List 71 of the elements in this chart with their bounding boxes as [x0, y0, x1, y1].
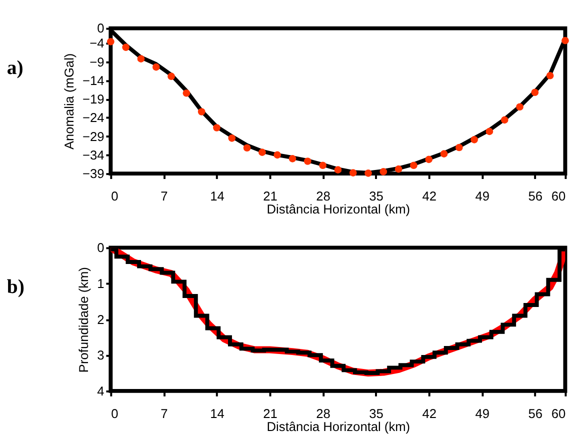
point — [243, 144, 251, 152]
x-tick-label: 35 — [369, 188, 384, 204]
y-tick-label: 0 — [97, 240, 104, 256]
x-axis-title: Distância Horizontal (km) — [266, 202, 410, 217]
point — [228, 134, 236, 142]
x-tick-label: 7 — [160, 406, 168, 422]
point — [470, 136, 478, 144]
y-tick-label: −29 — [82, 128, 104, 144]
point — [258, 148, 266, 156]
point — [334, 166, 342, 174]
point — [546, 72, 554, 80]
point — [394, 165, 402, 173]
y-axis-title: Anomalia (mGal) — [62, 53, 77, 150]
point — [213, 124, 220, 132]
y-tick-label: −9 — [90, 54, 104, 70]
text: a) — [6, 56, 24, 79]
point — [274, 151, 281, 159]
point — [516, 103, 524, 111]
point — [122, 44, 130, 51]
y-tick-label: 3 — [97, 348, 104, 363]
x-tick-label: 14 — [210, 406, 224, 422]
x-tick-label: 42 — [422, 188, 436, 204]
point — [531, 88, 539, 96]
y-tick-label: −19 — [82, 92, 104, 107]
point — [500, 116, 508, 124]
x-tick-label: 35 — [369, 406, 384, 422]
point — [198, 108, 206, 116]
point — [380, 168, 388, 176]
point — [455, 144, 463, 152]
y-tick-label: −4 — [90, 36, 104, 51]
point — [182, 89, 190, 97]
x-tick-label: 49 — [475, 406, 490, 422]
x-tick-label: 28 — [316, 188, 330, 204]
x-tick-label: 28 — [316, 406, 330, 422]
x-tick-label: 60 — [551, 406, 566, 422]
point — [410, 162, 418, 170]
point — [440, 150, 448, 158]
x-axis-title: Distância Horizontal (km) — [266, 418, 410, 434]
x-tick-label: 21 — [263, 188, 278, 204]
point — [137, 55, 145, 62]
y-tick-label: 1 — [97, 276, 104, 291]
point — [304, 158, 312, 165]
x-tick-label: 7 — [160, 188, 168, 204]
y-tick-label: −34 — [82, 147, 104, 162]
y-axis-title: Profundidade (km) — [76, 267, 92, 373]
x-tick-label: 14 — [210, 188, 224, 204]
point — [319, 162, 326, 170]
point — [107, 38, 114, 46]
y-tick-label: 2 — [97, 312, 104, 327]
text: b) — [6, 276, 24, 298]
x-tick-label: 49 — [475, 188, 490, 204]
y-tick-label: 4 — [97, 383, 104, 398]
point — [562, 36, 569, 44]
y-tick-label: −14 — [82, 72, 104, 88]
y-tick-label: −24 — [82, 110, 104, 126]
x-tick-label: 56 — [528, 406, 543, 422]
x-tick-label: 0 — [111, 188, 118, 204]
point — [288, 155, 296, 162]
y-tick-label: 0 — [97, 20, 104, 36]
point — [349, 169, 357, 176]
x-tick-label: 21 — [263, 406, 278, 422]
point — [425, 156, 433, 164]
point — [168, 72, 175, 80]
x-tick-label: 0 — [111, 406, 118, 422]
point — [364, 170, 372, 177]
y-tick-label: −39 — [82, 166, 104, 182]
point — [486, 128, 494, 136]
point — [152, 63, 160, 71]
x-tick-label: 60 — [551, 188, 566, 204]
x-tick-label: 42 — [422, 406, 436, 422]
x-tick-label: 56 — [528, 188, 543, 204]
